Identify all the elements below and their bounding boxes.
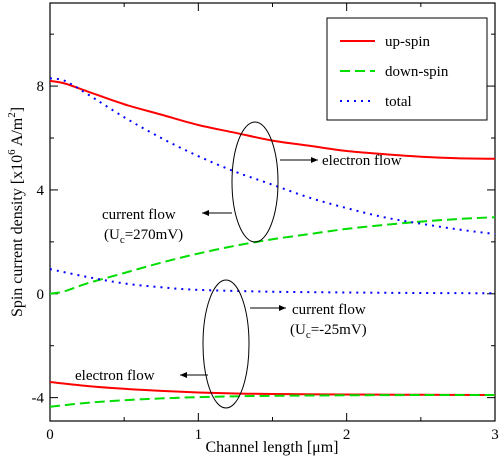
- ellipse-bottom: [202, 279, 250, 409]
- y-axis-label-main: Spin current density [x10: [9, 155, 26, 317]
- annotation-current-flow-top-u: (U: [104, 227, 120, 243]
- legend-box: [326, 17, 488, 121]
- annotation-current-flow-bottom-val: =-25mV): [311, 322, 367, 338]
- x-tick-label: 0: [46, 427, 54, 443]
- legend-label-down-spin: down-spin: [385, 64, 449, 80]
- y-tick-label: -4: [32, 391, 45, 407]
- annotation-current-flow-top-sub: c: [120, 234, 125, 246]
- y-tick-label: 0: [37, 287, 45, 303]
- x-tick-label: 2: [343, 427, 351, 443]
- y-axis-label-unit: A/m: [9, 117, 26, 149]
- series-line-up-spin-lower: [49, 381, 496, 397]
- legend-label-up-spin: up-spin: [385, 34, 431, 50]
- y-axis-label: Spin current density [x106 A/m2]: [6, 107, 26, 317]
- annotation-current-flow-top: current flow: [102, 207, 176, 223]
- annotation-electron-flow-top: electron flow: [322, 153, 402, 169]
- x-axis-label-end: ]: [333, 439, 338, 456]
- y-axis-label-exp2: 2: [6, 112, 18, 118]
- annotation-current-flow-top-val: =270mV): [125, 227, 183, 243]
- annotation-current-flow-bottom-sub: c: [306, 329, 311, 341]
- legend: up-spin down-spin total: [326, 17, 488, 121]
- annotation-current-flow-bottom-u: (U: [290, 322, 306, 338]
- annotation-current-flow-bottom: current flow: [292, 302, 366, 318]
- y-tick-label: 4: [37, 183, 45, 199]
- y-axis-label-exp: 6: [6, 149, 18, 155]
- legend-label-total: total: [385, 94, 412, 110]
- x-axis-label-main: Channel length [: [206, 439, 313, 456]
- x-tick-label: 1: [195, 427, 203, 443]
- x-axis-label: Channel length [μm]: [206, 439, 339, 456]
- annotation-current-flow-bottom-voltage: (Uc=-25mV): [290, 322, 367, 341]
- y-axis-label-end: ]: [9, 107, 26, 112]
- series-line-up-spin: [49, 79, 496, 160]
- series-line-down-spin-lower: [49, 394, 496, 408]
- annotation-electron-flow-bottom: electron flow: [75, 368, 155, 384]
- ellipse-top: [231, 121, 279, 243]
- series-line-total-lower: [49, 268, 496, 295]
- y-tick-label: 8: [37, 79, 45, 95]
- x-axis-label-unit: μm: [312, 439, 334, 456]
- annotation-current-flow-top-voltage: (Uc=270mV): [104, 227, 183, 246]
- x-tick-label: 3: [491, 427, 499, 443]
